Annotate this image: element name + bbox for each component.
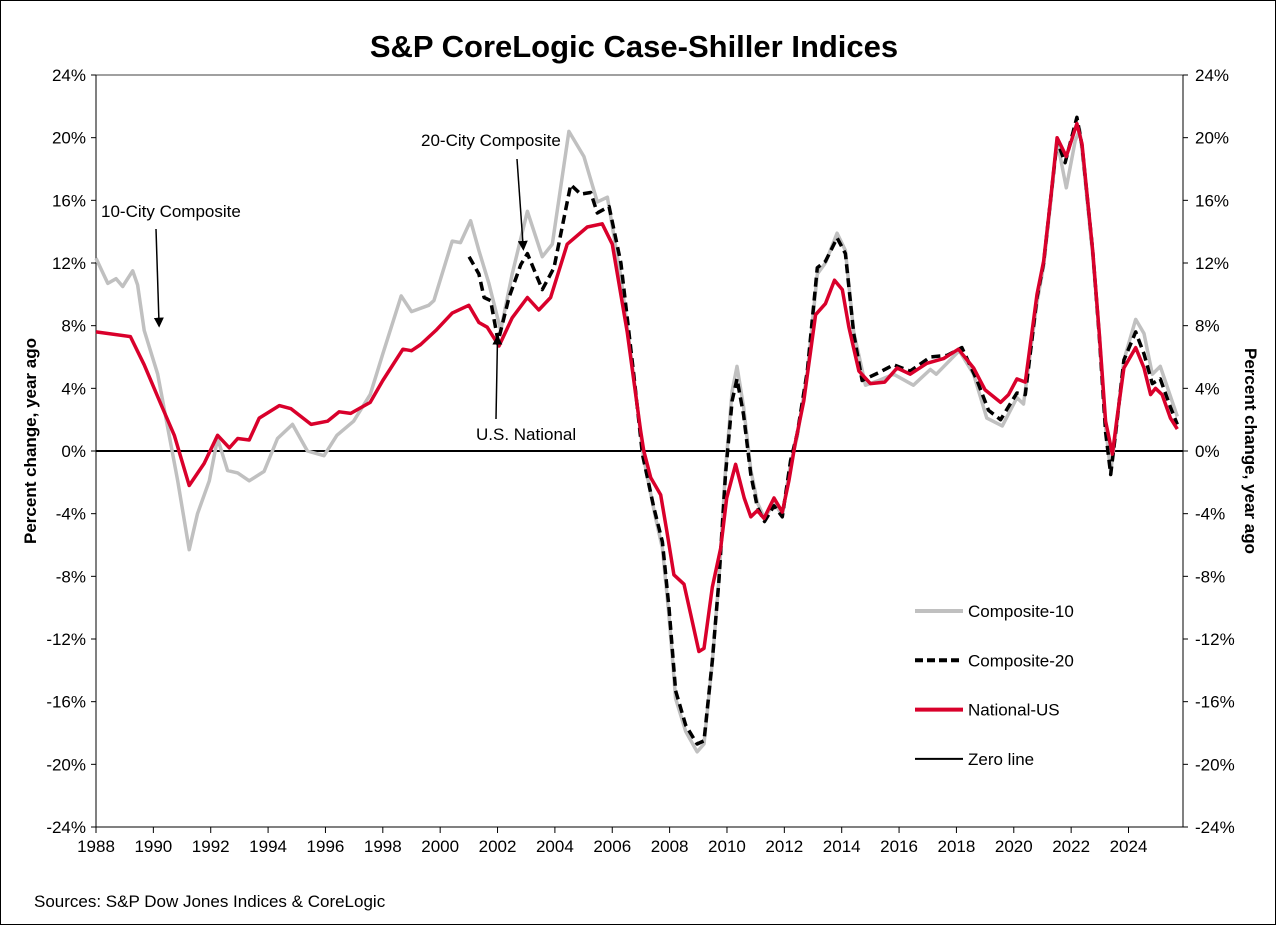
annotation-arrow <box>492 334 503 420</box>
legend-label: National-US <box>968 701 1060 720</box>
y-tick-label-right: 24% <box>1195 66 1229 85</box>
legend-label: Zero line <box>968 750 1034 769</box>
x-tick-label: 1990 <box>134 837 172 856</box>
y-tick-label-left: -8% <box>56 567 86 586</box>
y-axis-label-left: Percent change, year ago <box>21 338 40 544</box>
x-tick-label: 2014 <box>823 837 861 856</box>
y-tick-label-left: -24% <box>46 818 86 837</box>
series-group <box>94 115 1183 754</box>
x-tick-label: 2008 <box>651 837 689 856</box>
x-tick-label: 2020 <box>995 837 1033 856</box>
y-tick-label-left: 16% <box>52 191 86 210</box>
legend: Composite-10 Composite-20 National-US Zero … <box>915 602 1074 769</box>
annotation-label: U.S. National <box>476 425 576 444</box>
legend-label: Composite-20 <box>968 651 1074 670</box>
source-note: Sources: S&P Dow Jones Indices & CoreLog… <box>34 892 386 911</box>
y-tick-label-left: 12% <box>52 254 86 273</box>
x-tick-label: 2024 <box>1110 837 1148 856</box>
y-tick-label-left: 8% <box>61 317 86 336</box>
x-tick-label: 2006 <box>593 837 631 856</box>
y-tick-label-left: -16% <box>46 693 86 712</box>
y-axis-label-right: Percent change, year ago <box>1241 348 1260 554</box>
annotation-arrow <box>516 158 528 251</box>
y-tick-label-right: -24% <box>1195 818 1235 837</box>
series-line-national-us <box>95 121 1179 654</box>
x-tick-label: 2004 <box>536 837 574 856</box>
x-tick-label: 1996 <box>307 837 345 856</box>
x-tick-label: 1998 <box>364 837 402 856</box>
x-tick-label: 2010 <box>708 837 746 856</box>
annotation-label: 10-City Composite <box>101 202 241 221</box>
y-tick-label-right: 12% <box>1195 254 1229 273</box>
axes: -24% -24% -20% -20% -16% -16% -12% -12% -8% -8% -4… <box>46 66 1234 856</box>
y-tick-label-left: -4% <box>56 505 86 524</box>
x-tick-label: 2012 <box>765 837 803 856</box>
x-tick-label: 1992 <box>192 837 230 856</box>
x-tick-label: 1994 <box>249 837 287 856</box>
y-tick-label-right: 8% <box>1195 317 1220 336</box>
y-tick-label-left: 20% <box>52 129 86 148</box>
y-tick-label-left: 4% <box>61 379 86 398</box>
x-tick-label: 2000 <box>421 837 459 856</box>
x-tick-label: 1988 <box>77 837 115 856</box>
annotations: 10-City Composite 20-City Composite U.S. N… <box>101 131 576 444</box>
annotation-label: 20-City Composite <box>421 131 561 150</box>
y-tick-label-right: -8% <box>1195 567 1225 586</box>
x-tick-label: 2002 <box>479 837 517 856</box>
x-tick-label: 2022 <box>1052 837 1090 856</box>
y-tick-label-left: 24% <box>52 66 86 85</box>
y-tick-label-left: -20% <box>46 755 86 774</box>
chart-title: S&P CoreLogic Case-Shiller Indices <box>370 29 898 64</box>
y-tick-label-right: 4% <box>1195 379 1220 398</box>
x-tick-label: 2018 <box>938 837 976 856</box>
legend-label: Composite-10 <box>968 602 1074 621</box>
y-tick-label-left: 0% <box>61 442 86 461</box>
annotation-arrow <box>153 228 164 328</box>
y-tick-label-right: -12% <box>1195 630 1235 649</box>
y-tick-label-right: 16% <box>1195 191 1229 210</box>
y-tick-label-right: -16% <box>1195 693 1235 712</box>
y-tick-label-right: 0% <box>1195 442 1220 461</box>
x-tick-label: 2016 <box>880 837 918 856</box>
y-tick-label-right: 20% <box>1195 129 1229 148</box>
y-tick-label-left: -12% <box>46 630 86 649</box>
y-tick-label-right: -4% <box>1195 505 1225 524</box>
y-tick-label-right: -20% <box>1195 755 1235 774</box>
